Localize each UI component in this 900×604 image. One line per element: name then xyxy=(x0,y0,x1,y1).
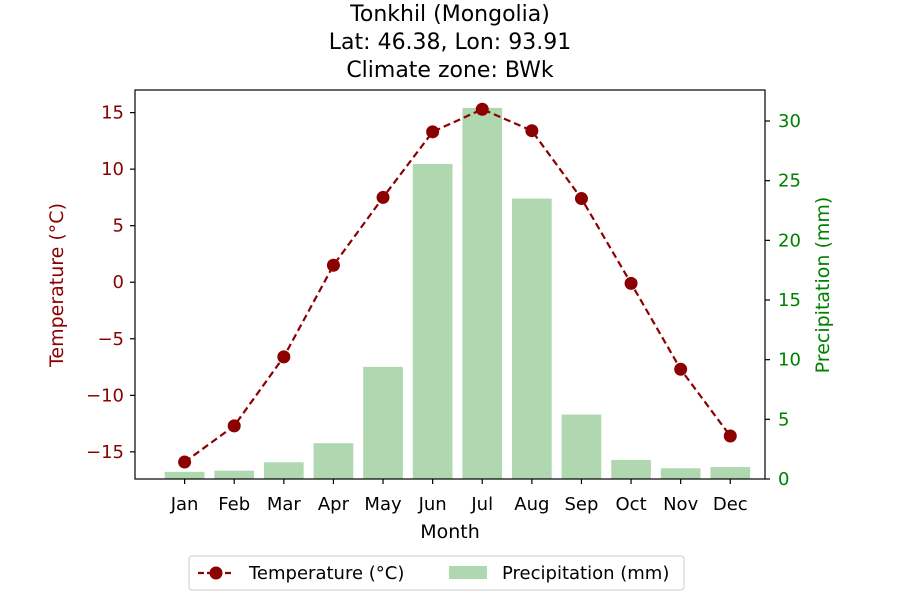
left-axis-ticks: 15 10 5 0 −5 −10 −15 xyxy=(86,103,135,463)
right-tick-label: 20 xyxy=(778,230,801,251)
precipitation-bar-may xyxy=(363,366,403,479)
temperature-point-jun xyxy=(426,125,440,139)
left-tick-label: 10 xyxy=(101,159,124,180)
temperature-point-apr xyxy=(326,258,340,272)
left-tick-label: −10 xyxy=(86,385,124,406)
left-tick-label: −15 xyxy=(86,442,124,463)
precipitation-bar-sep xyxy=(561,414,602,479)
plot-frame xyxy=(134,89,766,480)
title-line-1: Tonkhil (Mongolia) xyxy=(349,2,550,27)
precipitation-bar-feb xyxy=(214,470,255,479)
x-axis-label: Month xyxy=(420,521,480,543)
precipitation-bar-jun xyxy=(412,163,453,479)
x-tick-label: Apr xyxy=(318,494,350,515)
temperature-point-dec xyxy=(723,429,737,443)
precipitation-bar-aug xyxy=(512,198,552,480)
title-line-2: Lat: 46.38, Lon: 93.91 xyxy=(329,30,571,55)
chart-title: Tonkhil (Mongolia) Lat: 46.38, Lon: 93.9… xyxy=(329,2,571,83)
right-axis-label: Precipitation (mm) xyxy=(812,197,834,374)
right-tick-label: 25 xyxy=(778,171,801,192)
title-line-3: Climate zone: BWk xyxy=(346,58,554,83)
legend-precipitation-swatch xyxy=(449,566,487,579)
temperature-point-mar xyxy=(277,350,291,364)
left-axis-label: Temperature (°C) xyxy=(46,203,68,368)
precipitation-bar-jul xyxy=(462,107,503,479)
precipitation-bar-dec xyxy=(710,467,751,479)
x-tick-label: Aug xyxy=(514,494,549,515)
right-tick-label: 0 xyxy=(778,469,789,490)
temperature-point-feb xyxy=(227,419,241,433)
x-tick-label: Dec xyxy=(713,494,748,515)
temperature-point-sep xyxy=(574,192,588,206)
precipitation-bars xyxy=(164,107,751,480)
temperature-point-may xyxy=(376,190,390,204)
right-tick-label: 30 xyxy=(778,111,801,132)
x-tick-label: Sep xyxy=(564,494,598,515)
x-tick-label: Feb xyxy=(218,494,250,515)
legend-temperature-marker xyxy=(209,566,223,580)
x-tick-label: Nov xyxy=(663,494,698,515)
temperature-line xyxy=(178,102,737,469)
precipitation-bar-nov xyxy=(660,468,701,479)
temperature-point-oct xyxy=(624,276,638,290)
temperature-point-nov xyxy=(674,362,688,376)
precipitation-bar-oct xyxy=(611,459,651,479)
temperature-point-jul xyxy=(475,102,489,116)
right-tick-label: 15 xyxy=(778,290,801,311)
temperature-point-jan xyxy=(178,455,192,469)
right-axis-ticks: 0 5 10 15 20 25 30 xyxy=(765,111,801,490)
precipitation-bar-apr xyxy=(313,443,354,479)
precipitation-bar-mar xyxy=(263,462,304,479)
legend-frame xyxy=(188,555,685,591)
right-tick-label: 5 xyxy=(778,409,789,430)
left-tick-label: 5 xyxy=(113,216,124,237)
legend-temperature-label: Temperature (°C) xyxy=(248,563,404,584)
legend-precipitation-label: Precipitation (mm) xyxy=(502,563,669,584)
legend: Temperature (°C) Precipitation (mm) xyxy=(188,555,685,591)
temperature-point-aug xyxy=(525,124,539,138)
left-tick-label: 15 xyxy=(101,103,124,124)
x-tick-label: Jul xyxy=(470,494,493,515)
left-tick-label: −5 xyxy=(97,329,124,350)
x-tick-label: Oct xyxy=(616,494,647,515)
right-tick-label: 10 xyxy=(778,350,801,371)
left-tick-label: 0 xyxy=(113,272,124,293)
x-tick-label: Jan xyxy=(170,494,199,515)
x-tick-label: May xyxy=(364,494,402,515)
temperature-series-line xyxy=(183,108,732,463)
x-axis-ticks: Jan Feb Mar Apr May Jun Jul Aug Sep Oct Nov Dec xyxy=(170,479,748,515)
x-tick-label: Jun xyxy=(418,494,447,515)
x-tick-label: Mar xyxy=(267,494,302,515)
precipitation-bar-jan xyxy=(164,471,205,479)
